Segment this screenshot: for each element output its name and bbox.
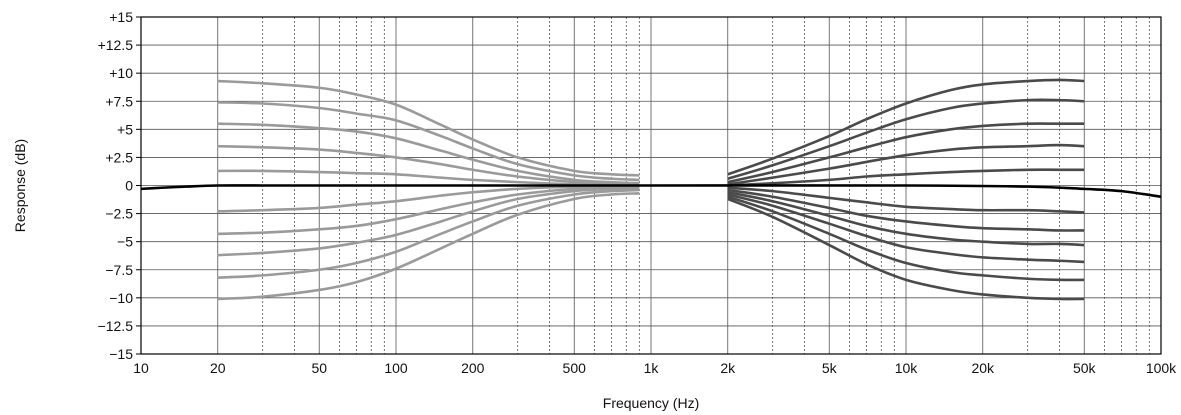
y-tick-label: −2.5 xyxy=(105,206,133,222)
y-tick-label: 0 xyxy=(125,178,133,194)
bass-response-curve xyxy=(217,101,640,182)
y-tick-label: +2.5 xyxy=(105,149,133,165)
treble-response-curve xyxy=(727,186,1085,214)
y-tick-label: +12.5 xyxy=(98,37,134,53)
x-tick-label: 1k xyxy=(644,360,660,376)
bass-response-curve xyxy=(217,122,640,185)
treble-response-curve xyxy=(727,78,1085,176)
treble-response-curve xyxy=(727,190,1085,247)
x-axis-title: Frequency (Hz) xyxy=(603,395,699,411)
y-tick-label: +7.5 xyxy=(105,93,133,109)
bass-response-curve xyxy=(217,192,640,301)
tick-layer: +15 +12.5 +10 +7.5 +5 +2.5 0 −2.5 −5 −7.5 −10 −12.5… xyxy=(98,9,1178,376)
x-tick-label: 50k xyxy=(1073,360,1097,376)
y-tick-label: −5 xyxy=(117,234,133,250)
x-tick-label: 5k xyxy=(822,360,838,376)
x-tick-label: 100k xyxy=(1146,360,1177,376)
x-tick-label: 20 xyxy=(210,360,226,376)
bass-response-curve xyxy=(217,186,640,257)
x-tick-label: 100 xyxy=(384,360,408,376)
x-tick-label: 500 xyxy=(563,360,587,376)
bass-response-curve xyxy=(217,144,640,186)
treble-response-curve xyxy=(727,195,1085,282)
treble-response-curve xyxy=(727,197,1085,301)
y-tick-label: +5 xyxy=(117,121,133,137)
treble-response-curve xyxy=(727,98,1085,181)
bass-response-curve xyxy=(217,188,640,279)
y-tick-label: −7.5 xyxy=(105,262,133,278)
treble-response-curve xyxy=(727,193,1085,264)
curve-layer xyxy=(140,78,1162,301)
bass-response-curve xyxy=(217,169,640,187)
y-tick-label: −12.5 xyxy=(98,318,134,334)
x-tick-label: 10k xyxy=(895,360,919,376)
y-tick-label: −15 xyxy=(109,346,133,362)
x-tick-label: 50 xyxy=(311,360,327,376)
y-tick-label: +15 xyxy=(109,9,133,25)
bass-response-curve xyxy=(217,79,640,177)
treble-response-curve xyxy=(727,143,1085,186)
y-axis-title: Response (dB) xyxy=(12,139,28,232)
flat-response-curve xyxy=(140,184,1162,199)
y-tick-label: −10 xyxy=(109,290,133,306)
x-tick-label: 20k xyxy=(971,360,995,376)
treble-response-curve xyxy=(727,168,1085,187)
x-tick-label: 2k xyxy=(720,360,736,376)
treble-response-curve xyxy=(727,188,1085,232)
bass-response-curve xyxy=(217,185,640,236)
y-tick-label: +10 xyxy=(109,65,133,81)
x-tick-label: 200 xyxy=(461,360,485,376)
treble-response-curve xyxy=(727,122,1085,184)
x-tick-label: 10 xyxy=(133,360,149,376)
